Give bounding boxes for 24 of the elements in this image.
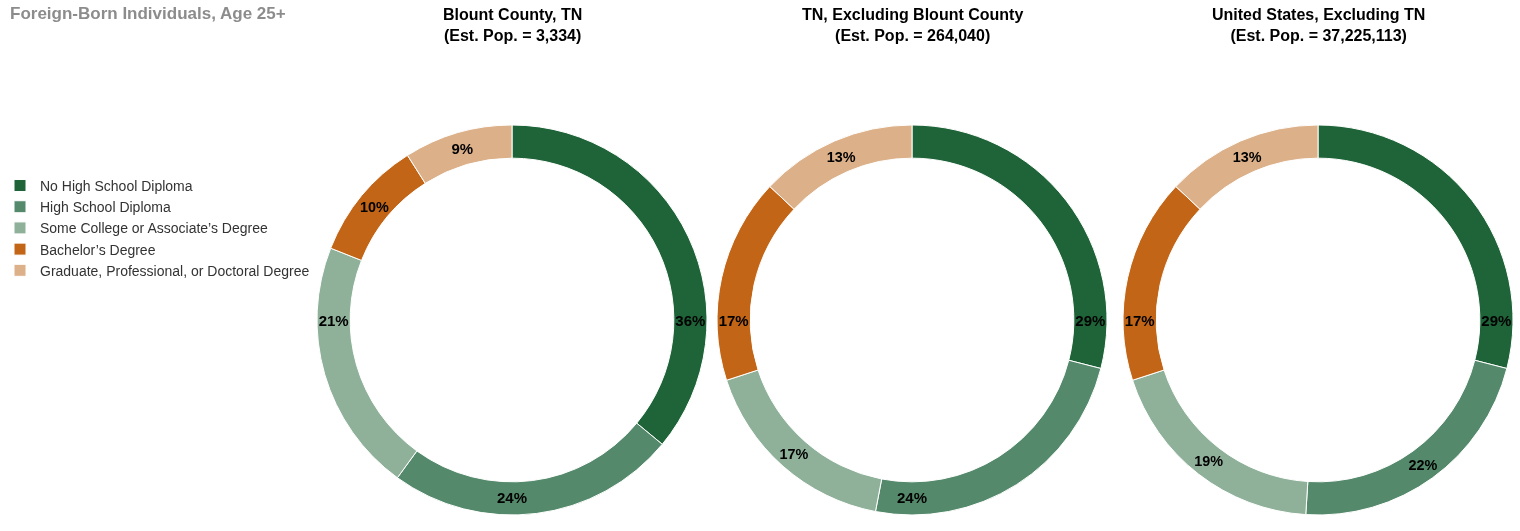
legend-label: Graduate, Professional, or Doctoral Degree [40, 262, 310, 279]
legend-label: High School Diploma [40, 199, 171, 216]
data-label: 36% [675, 311, 706, 329]
chart-title: TN, Excluding Blount County (Est. Pop. = 264,040) [802, 6, 1024, 44]
data-label: 21% [318, 311, 349, 329]
legend-label: Bachelor’s Degree [40, 241, 156, 258]
data-label: 17% [779, 446, 809, 463]
data-label: 13% [826, 148, 856, 165]
data-label: 24% [496, 488, 528, 506]
data-label: 10% [360, 198, 390, 215]
data-label: 17% [718, 311, 749, 329]
chart-title: Blount County, TN (Est. Pop. = 3,334) [443, 6, 583, 44]
data-label: 29% [1075, 311, 1106, 329]
data-label: 13% [1232, 148, 1262, 165]
text: Foreign-Born Individuals, Age 25+ [10, 4, 286, 23]
data-label: 24% [896, 488, 928, 506]
data-label: 19% [1194, 453, 1224, 470]
data-label: 9% [451, 140, 474, 158]
data-label: 22% [1408, 456, 1438, 473]
legend-label: Some College or Associate’s Degree [40, 220, 268, 237]
legend-label: No High School Diploma [40, 177, 193, 194]
data-label: 29% [1481, 311, 1512, 329]
data-label: 17% [1124, 311, 1155, 329]
chart-title: United States, Excluding TN (Est. Pop. = 37,225,113) [1212, 6, 1426, 44]
